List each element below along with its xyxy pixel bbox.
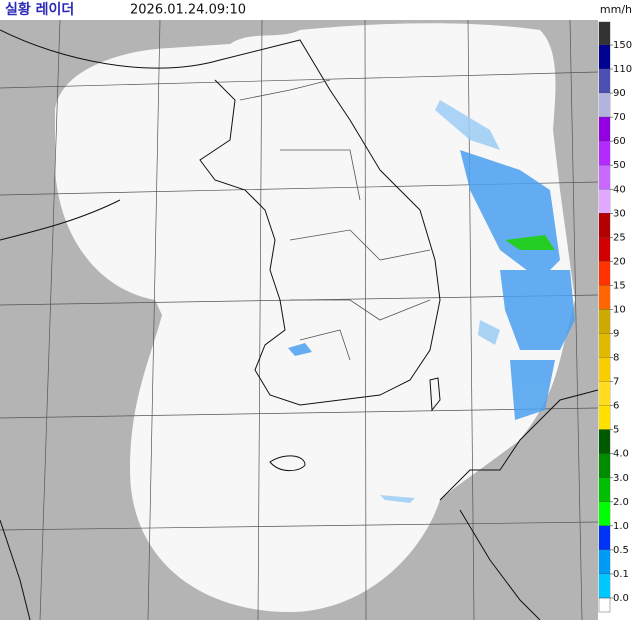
map (0, 19, 599, 621)
legend-swatch (599, 237, 610, 262)
legend-label: 150 (613, 40, 632, 51)
legend-swatch (599, 93, 610, 118)
legend-label: 7 (613, 377, 619, 388)
unit: mm/h (600, 3, 632, 16)
legend-label: 90 (613, 88, 626, 99)
legend-swatch (599, 22, 610, 45)
legend-swatch (599, 141, 610, 166)
coastline (0, 29, 599, 621)
legend: 150 110 90 70 60 50 40 30 25 20 15 10 9 8 7 6 5 4.0 3.0 2.0… (598, 21, 632, 613)
legend-swatch (599, 549, 610, 574)
legend-swatch (599, 117, 610, 142)
legend-swatch (599, 381, 610, 406)
radar-coverage (55, 23, 575, 612)
legend-label: 30 (613, 208, 626, 219)
legend-swatch (599, 357, 610, 382)
boundaries (239, 79, 431, 361)
legend-label: 6 (613, 401, 619, 412)
legend-label: 1.0 (613, 521, 629, 532)
legend-label: 0.1 (613, 569, 629, 580)
legend-swatch (599, 45, 610, 70)
legend-label: 5 (613, 425, 619, 436)
legend-swatch (599, 261, 610, 286)
legend-label: 4.0 (613, 449, 629, 460)
legend-swatch (599, 429, 610, 454)
legend-swatch (599, 405, 610, 430)
legend-label: 70 (613, 112, 626, 123)
legend-label: 10 (613, 304, 626, 315)
legend-label: 40 (613, 184, 626, 195)
legend-label: 25 (613, 232, 626, 243)
legend-swatch (599, 285, 610, 310)
legend-label: 8 (613, 353, 619, 364)
legend-label: 50 (613, 160, 626, 171)
legend-label: 110 (613, 64, 632, 75)
title: 실황 레이더 (5, 1, 74, 18)
legend-label: 0.5 (613, 545, 629, 556)
legend-swatch (599, 309, 610, 334)
legend-label: 15 (613, 280, 626, 291)
legend-swatch (599, 573, 610, 598)
legend-swatch (599, 477, 610, 502)
legend-label: 2.0 (613, 497, 629, 508)
precipitation (288, 100, 575, 503)
legend-swatch (599, 189, 610, 214)
timestamp: 2026.01.24.09:10 (130, 3, 246, 18)
legend-swatch (599, 453, 610, 478)
legend-swatch (599, 333, 610, 358)
header-bar (0, 0, 635, 20)
legend-label: 20 (613, 256, 626, 267)
legend-label: 3.0 (613, 473, 629, 484)
legend-swatch (599, 213, 610, 238)
legend-label: 60 (613, 136, 626, 147)
legend-swatch (599, 525, 610, 550)
legend-swatch (599, 69, 610, 94)
legend-swatch (599, 501, 610, 526)
legend-label: 0.0 (613, 593, 629, 604)
legend-label: 9 (613, 329, 619, 340)
legend-swatch (599, 165, 610, 190)
